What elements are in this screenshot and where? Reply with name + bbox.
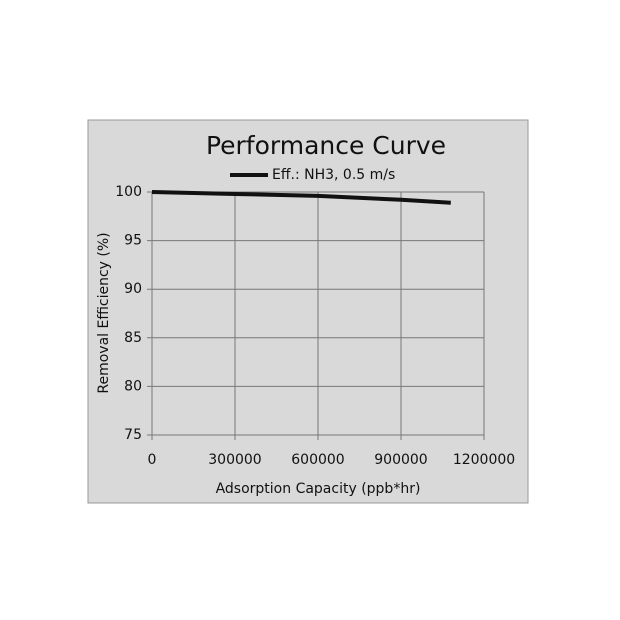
x-tick-label: 600000	[291, 452, 344, 468]
chart-title: Performance Curve	[206, 131, 446, 160]
y-tick-label: 80	[124, 378, 142, 394]
y-tick-label: 75	[124, 427, 142, 443]
legend-label: Eff.: NH3, 0.5 m/s	[272, 167, 395, 183]
x-axis-label: Adsorption Capacity (ppb*hr)	[216, 481, 421, 497]
x-tick-label: 900000	[374, 452, 427, 468]
data-line	[151, 190, 451, 205]
x-tick-label: 0	[148, 452, 157, 468]
y-tick-label: 90	[124, 281, 142, 297]
y-axis-label: Removal Efficiency (%)	[96, 232, 112, 393]
x-tick-label: 1200000	[453, 452, 515, 468]
y-tick-label: 95	[124, 233, 142, 249]
x-tick-label: 300000	[208, 452, 261, 468]
y-tick-label: 100	[115, 184, 142, 200]
chart-panel	[87, 119, 529, 504]
y-tick-label: 85	[124, 330, 142, 346]
